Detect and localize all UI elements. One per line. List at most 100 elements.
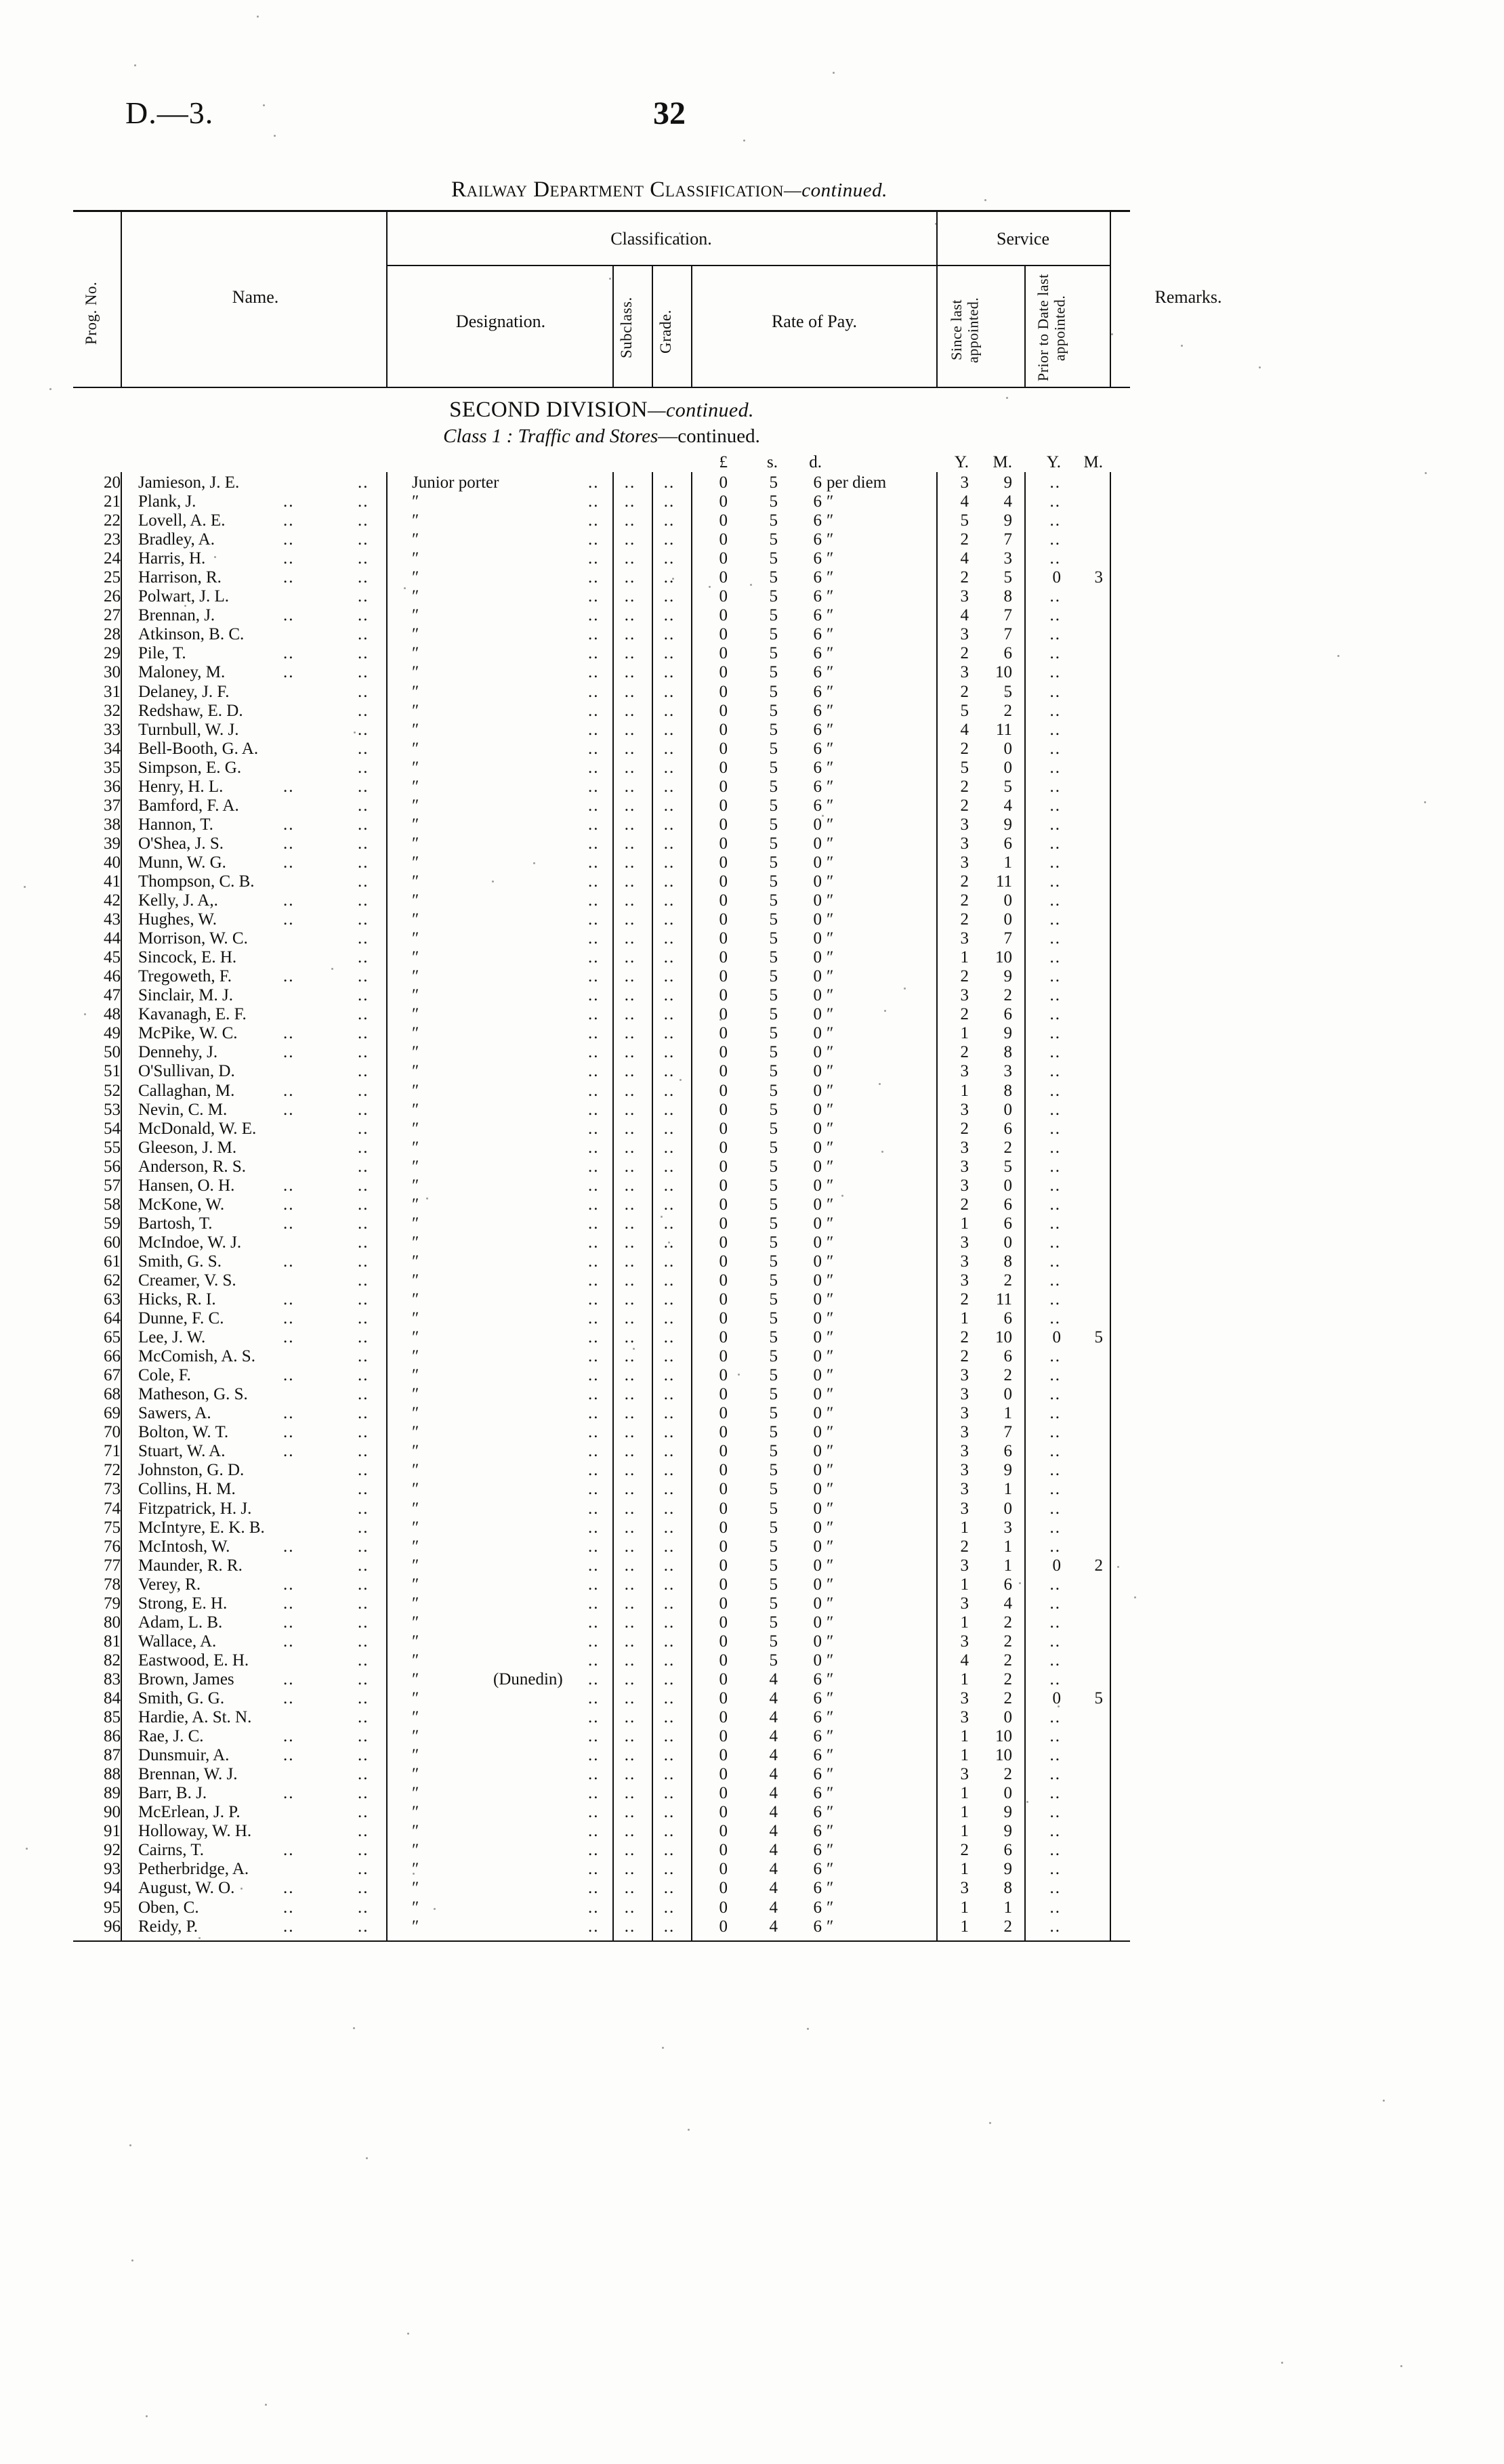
table-row[interactable]: 34 Bell-Booth, G. A... ″.... 0 5 6 ″ 2 0....	[73, 740, 1130, 759]
table-row[interactable]: 80 Adam, L. B..... ″.... 0 5 0 ″ 1 2....	[73, 1613, 1130, 1632]
cell-service-years: 4	[960, 1651, 969, 1670]
table-row[interactable]: 93 Petherbridge, A... ″.... 0 4 6 ″ 1 9....	[73, 1860, 1130, 1879]
scan-speckle	[806, 2028, 809, 2031]
cell-pence: 0	[813, 1271, 822, 1290]
table-row[interactable]: 20 Jamieson, J. E... Junior porter.... 0 5 6 p…	[73, 473, 1130, 492]
table-row[interactable]: 54 McDonald, W. E... ″.... 0 5 0 ″ 2 6....	[73, 1120, 1130, 1139]
table-row[interactable]: 31 Delaney, J. F... ″.... 0 5 6 ″ 2 5....	[73, 683, 1130, 702]
cell-grade: ..	[663, 1347, 675, 1366]
cell-prog-no: 65	[104, 1328, 121, 1347]
cell-designation-leader: ..	[588, 473, 600, 492]
table-row[interactable]: 35 Simpson, E. G... ″.... 0 5 6 ″ 5 0....	[73, 759, 1130, 778]
table-row[interactable]: 50 Dennehy, J..... ″.... 0 5 0 ″ 2 8....	[73, 1043, 1130, 1062]
header-since-last-appointed: Since last appointed.	[948, 297, 982, 363]
table-row[interactable]: 94 August, W. O..... ″.... 0 4 6 ″ 3 8....	[73, 1879, 1130, 1898]
table-row[interactable]: 59 Bartosh, T..... ″.... 0 5 0 ″ 1 6....	[73, 1214, 1130, 1233]
table-row[interactable]: 22 Lovell, A. E..... ″.... 0 5 6 ″ 5 9....	[73, 511, 1130, 530]
cell-name-leader-2: ..	[358, 796, 369, 815]
scan-speckle	[1259, 366, 1261, 369]
cell-prior-years: ..	[1049, 1366, 1061, 1385]
table-row[interactable]: 25 Harrison, R..... ″.... 0 5 6 ″ 2 5 0 3..	[73, 568, 1130, 587]
table-row[interactable]: 72 Johnston, G. D... ″.... 0 5 0 ″ 3 9....	[73, 1461, 1130, 1480]
table-row[interactable]: 96 Reidy, P..... ″.... 0 4 6 ″ 1 2....	[73, 1917, 1130, 1936]
table-row[interactable]: 41 Thompson, C. B... ″.... 0 5 0 ″ 2 11....	[73, 872, 1130, 891]
table-row[interactable]: 64 Dunne, F. C..... ″.... 0 5 0 ″ 1 6....	[73, 1309, 1130, 1328]
table-row[interactable]: 68 Matheson, G. S... ″.... 0 5 0 ″ 3 0....	[73, 1385, 1130, 1404]
table-row[interactable]: 69 Sawers, A..... ″.... 0 5 0 ″ 3 1....	[73, 1404, 1130, 1423]
table-row[interactable]: 73 Collins, H. M... ″.... 0 5 0 ″ 3 1....	[73, 1480, 1130, 1499]
table-row[interactable]: 60 McIndoe, W. J... ″.... 0 5 0 ″ 3 0....	[73, 1233, 1130, 1252]
cell-name-leader-2: ..	[358, 1404, 369, 1423]
cell-grade: ..	[663, 568, 675, 587]
cell-pence: 0	[813, 1005, 822, 1024]
table-row[interactable]: 83 Brown, James.... ″.... 0 4 6 ″ 1 2.. (Dunedin)…	[73, 1670, 1130, 1689]
cell-service-years: 2	[960, 1537, 969, 1556]
table-row[interactable]: 33 Turnbull, W. J... ″.... 0 5 6 ″ 4 11....	[73, 721, 1130, 740]
table-row[interactable]: 62 Creamer, V. S... ″.... 0 5 0 ″ 3 2....	[73, 1271, 1130, 1290]
table-row[interactable]: 84 Smith, G. G..... ″.... 0 4 6 ″ 3 2 0 5..	[73, 1689, 1130, 1708]
table-row[interactable]: 75 McIntyre, E. K. B... ″.... 0 5 0 ″ 1 3....	[73, 1518, 1130, 1537]
table-row[interactable]: 37 Bamford, F. A... ″.... 0 5 6 ″ 2 4....	[73, 796, 1130, 815]
table-row[interactable]: 38 Hannon, T..... ″.... 0 5 0 ″ 3 9....	[73, 815, 1130, 834]
table-row[interactable]: 30 Maloney, M..... ″.... 0 5 6 ″ 3 10....	[73, 663, 1130, 682]
table-row[interactable]: 89 Barr, B. J..... ″.... 0 4 6 ″ 1 0....	[73, 1784, 1130, 1803]
cell-prior-years: ..	[1049, 777, 1061, 796]
table-row[interactable]: 29 Pile, T..... ″.... 0 5 6 ″ 2 6....	[73, 644, 1130, 663]
table-row[interactable]: 67 Cole, F..... ″.... 0 5 0 ″ 3 2....	[73, 1366, 1130, 1385]
table-row[interactable]: 88 Brennan, W. J... ″.... 0 4 6 ″ 3 2....	[73, 1765, 1130, 1784]
table-row[interactable]: 36 Henry, H. L..... ″.... 0 5 6 ″ 2 5....	[73, 778, 1130, 796]
table-row[interactable]: 27 Brennan, J..... ″.... 0 5 6 ″ 4 7....	[73, 606, 1130, 625]
table-row[interactable]: 51 O'Sullivan, D... ″.... 0 5 0 ″ 3 3....	[73, 1062, 1130, 1081]
table-row[interactable]: 53 Nevin, C. M..... ″.... 0 5 0 ″ 3 0....	[73, 1101, 1130, 1120]
cell-pence: 0	[813, 1100, 822, 1119]
table-row[interactable]: 52 Callaghan, M..... ″.... 0 5 0 ″ 1 8....	[73, 1082, 1130, 1101]
cell-grade: ..	[663, 1556, 675, 1575]
table-row[interactable]: 44 Morrison, W. C... ″.... 0 5 0 ″ 3 7....	[73, 929, 1130, 948]
table-row[interactable]: 55 Gleeson, J. M... ″.... 0 5 0 ″ 3 2....	[73, 1139, 1130, 1157]
table-row[interactable]: 77 Maunder, R. R... ″.... 0 5 0 ″ 3 1 0 2..	[73, 1556, 1130, 1575]
table-row[interactable]: 32 Redshaw, E. D... ″.... 0 5 6 ″ 5 2....	[73, 702, 1130, 721]
table-row[interactable]: 43 Hughes, W..... ″.... 0 5 0 ″ 2 0....	[73, 910, 1130, 929]
table-row[interactable]: 95 Oben, C..... ″.... 0 4 6 ″ 1 1....	[73, 1898, 1130, 1917]
table-row[interactable]: 21 Plank, J..... ″.... 0 5 6 ″ 4 4....	[73, 492, 1130, 511]
table-row[interactable]: 85 Hardie, A. St. N... ″.... 0 4 6 ″ 3 0....	[73, 1708, 1130, 1727]
table-row[interactable]: 87 Dunsmuir, A..... ″.... 0 4 6 ″ 1 10....	[73, 1746, 1130, 1765]
table-row[interactable]: 46 Tregoweth, F..... ″.... 0 5 0 ″ 2 9....	[73, 967, 1130, 986]
table-row[interactable]: 90 McErlean, J. P... ″.... 0 4 6 ″ 1 9....	[73, 1803, 1130, 1822]
table-row[interactable]: 81 Wallace, A..... ″.... 0 5 0 ″ 3 2....	[73, 1632, 1130, 1651]
cell-name: Jamieson, J. E.	[138, 473, 240, 492]
table-row[interactable]: 57 Hansen, O. H..... ″.... 0 5 0 ″ 3 0....	[73, 1176, 1130, 1195]
table-row[interactable]: 91 Holloway, W. H... ″.... 0 4 6 ″ 1 9....	[73, 1822, 1130, 1841]
table-row[interactable]: 79 Strong, E. H..... ″.... 0 5 0 ″ 3 4....	[73, 1594, 1130, 1613]
table-row[interactable]: 23 Bradley, A..... ″.... 0 5 6 ″ 2 7....	[73, 530, 1130, 549]
table-row[interactable]: 56 Anderson, R. S... ″.... 0 5 0 ″ 3 5....	[73, 1157, 1130, 1176]
table-row[interactable]: 63 Hicks, R. I..... ″.... 0 5 0 ″ 2 11....	[73, 1290, 1130, 1309]
table-row[interactable]: 76 McIntosh, W..... ″.... 0 5 0 ″ 2 1....	[73, 1537, 1130, 1556]
cell-designation-leader: ..	[588, 701, 600, 720]
table-row[interactable]: 48 Kavanagh, E. F... ″.... 0 5 0 ″ 2 6....	[73, 1005, 1130, 1024]
table-row[interactable]: 86 Rae, J. C..... ″.... 0 4 6 ″ 1 10....	[73, 1727, 1130, 1746]
cell-name: Bolton, W. T.	[138, 1423, 229, 1442]
table-row[interactable]: 92 Cairns, T..... ″.... 0 4 6 ″ 2 6....	[73, 1841, 1130, 1860]
table-row[interactable]: 82 Eastwood, E. H... ″.... 0 5 0 ″ 4 2....	[73, 1651, 1130, 1670]
table-row[interactable]: 28 Atkinson, B. C... ″.... 0 5 6 ″ 3 7....	[73, 625, 1130, 644]
table-row[interactable]: 45 Sincock, E. H... ″.... 0 5 0 ″ 1 10....	[73, 948, 1130, 967]
table-row[interactable]: 71 Stuart, W. A..... ″.... 0 5 0 ″ 3 6....	[73, 1442, 1130, 1461]
table-row[interactable]: 47 Sinclair, M. J... ″.... 0 5 0 ″ 3 2....	[73, 986, 1130, 1005]
cell-service-years: 1	[960, 1860, 969, 1879]
table-row[interactable]: 78 Verey, R..... ″.... 0 5 0 ″ 1 6....	[73, 1575, 1130, 1594]
cell-subclass: ..	[624, 1157, 636, 1176]
table-row[interactable]: 66 McComish, A. S... ″.... 0 5 0 ″ 2 6....	[73, 1347, 1130, 1366]
cell-service-years: 2	[960, 739, 969, 758]
table-row[interactable]: 70 Bolton, W. T..... ″.... 0 5 0 ″ 3 7....	[73, 1423, 1130, 1442]
table-row[interactable]: 49 McPike, W. C..... ″.... 0 5 0 ″ 1 9....	[73, 1024, 1130, 1043]
table-row[interactable]: 65 Lee, J. W..... ″.... 0 5 0 ″ 2 10 0 5..	[73, 1328, 1130, 1347]
table-row[interactable]: 42 Kelly, J. A,..... ″.... 0 5 0 ″ 2 0....	[73, 891, 1130, 910]
table-row[interactable]: 40 Munn, W. G..... ″.... 0 5 0 ″ 3 1....	[73, 853, 1130, 872]
table-row[interactable]: 39 O'Shea, J. S..... ″.... 0 5 0 ″ 3 6....	[73, 834, 1130, 853]
table-row[interactable]: 74 Fitzpatrick, H. J... ″.... 0 5 0 ″ 3 0....	[73, 1500, 1130, 1518]
table-row[interactable]: 58 McKone, W..... ″.... 0 5 0 ″ 2 6....	[73, 1195, 1130, 1214]
table-row[interactable]: 24 Harris, H..... ″.... 0 5 6 ″ 4 3....	[73, 549, 1130, 568]
table-row[interactable]: 26 Polwart, J. L... ″.... 0 5 6 ″ 3 8....	[73, 587, 1130, 606]
table-row[interactable]: 61 Smith, G. S..... ″.... 0 5 0 ″ 3 8....	[73, 1252, 1130, 1271]
